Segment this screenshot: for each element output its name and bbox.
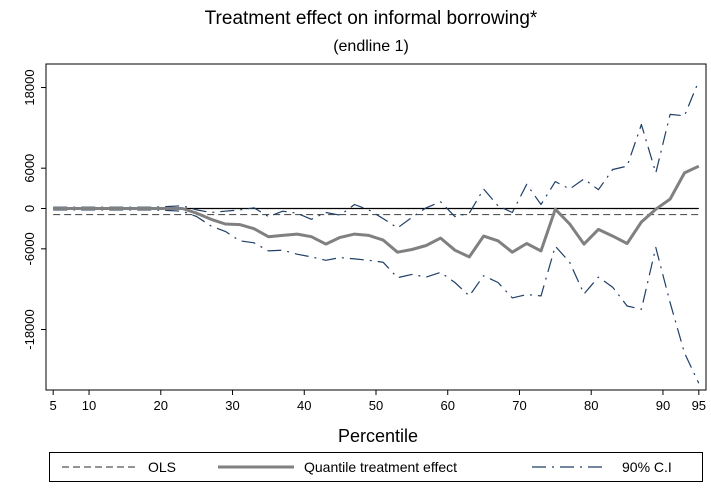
x-tick-label: 80 — [584, 398, 598, 413]
legend-ci-label: 90% C.I — [622, 459, 672, 475]
x-tick-label: 30 — [225, 398, 239, 413]
x-axis-label: Percentile — [338, 426, 418, 446]
legend-qte-label: Quantile treatment effect — [304, 459, 457, 475]
x-tick-label: 60 — [441, 398, 455, 413]
legend: OLS Quantile treatment effect 90% C.I — [49, 452, 703, 482]
y-tick-label: -6000 — [22, 232, 37, 265]
y-tick-label: 18000 — [22, 69, 37, 105]
ci-lower-line — [53, 209, 700, 384]
x-tick-label: 90 — [656, 398, 670, 413]
plot-area-frame — [45, 63, 707, 391]
legend-ols-label: OLS — [148, 459, 176, 475]
chart-subtitle: (endline 1) — [333, 38, 409, 55]
series-lines — [53, 80, 700, 384]
y-tick-label: 6000 — [22, 154, 37, 183]
x-tick-label: 50 — [369, 398, 383, 413]
y-tick-label: 0 — [22, 205, 37, 212]
quantile-treatment-effect-line — [53, 164, 700, 259]
x-tick-label: 95 — [692, 398, 706, 413]
x-tick-label: 70 — [512, 398, 526, 413]
ci-upper-line — [53, 80, 700, 229]
x-tick-label: 20 — [154, 398, 168, 413]
legend-svg: OLS Quantile treatment effect 90% C.I — [62, 459, 672, 475]
chart-title: Treatment effect on informal borrowing* — [205, 8, 538, 29]
x-tick-label: 40 — [297, 398, 311, 413]
x-axis: 5 10 20 30 40 50 60 70 80 90 95 — [50, 390, 706, 413]
x-tick-label: 5 — [50, 398, 57, 413]
y-tick-label: -18000 — [22, 309, 37, 349]
x-tick-label: 10 — [82, 398, 96, 413]
y-axis: 18000 6000 0 -6000 -18000 — [22, 69, 46, 350]
